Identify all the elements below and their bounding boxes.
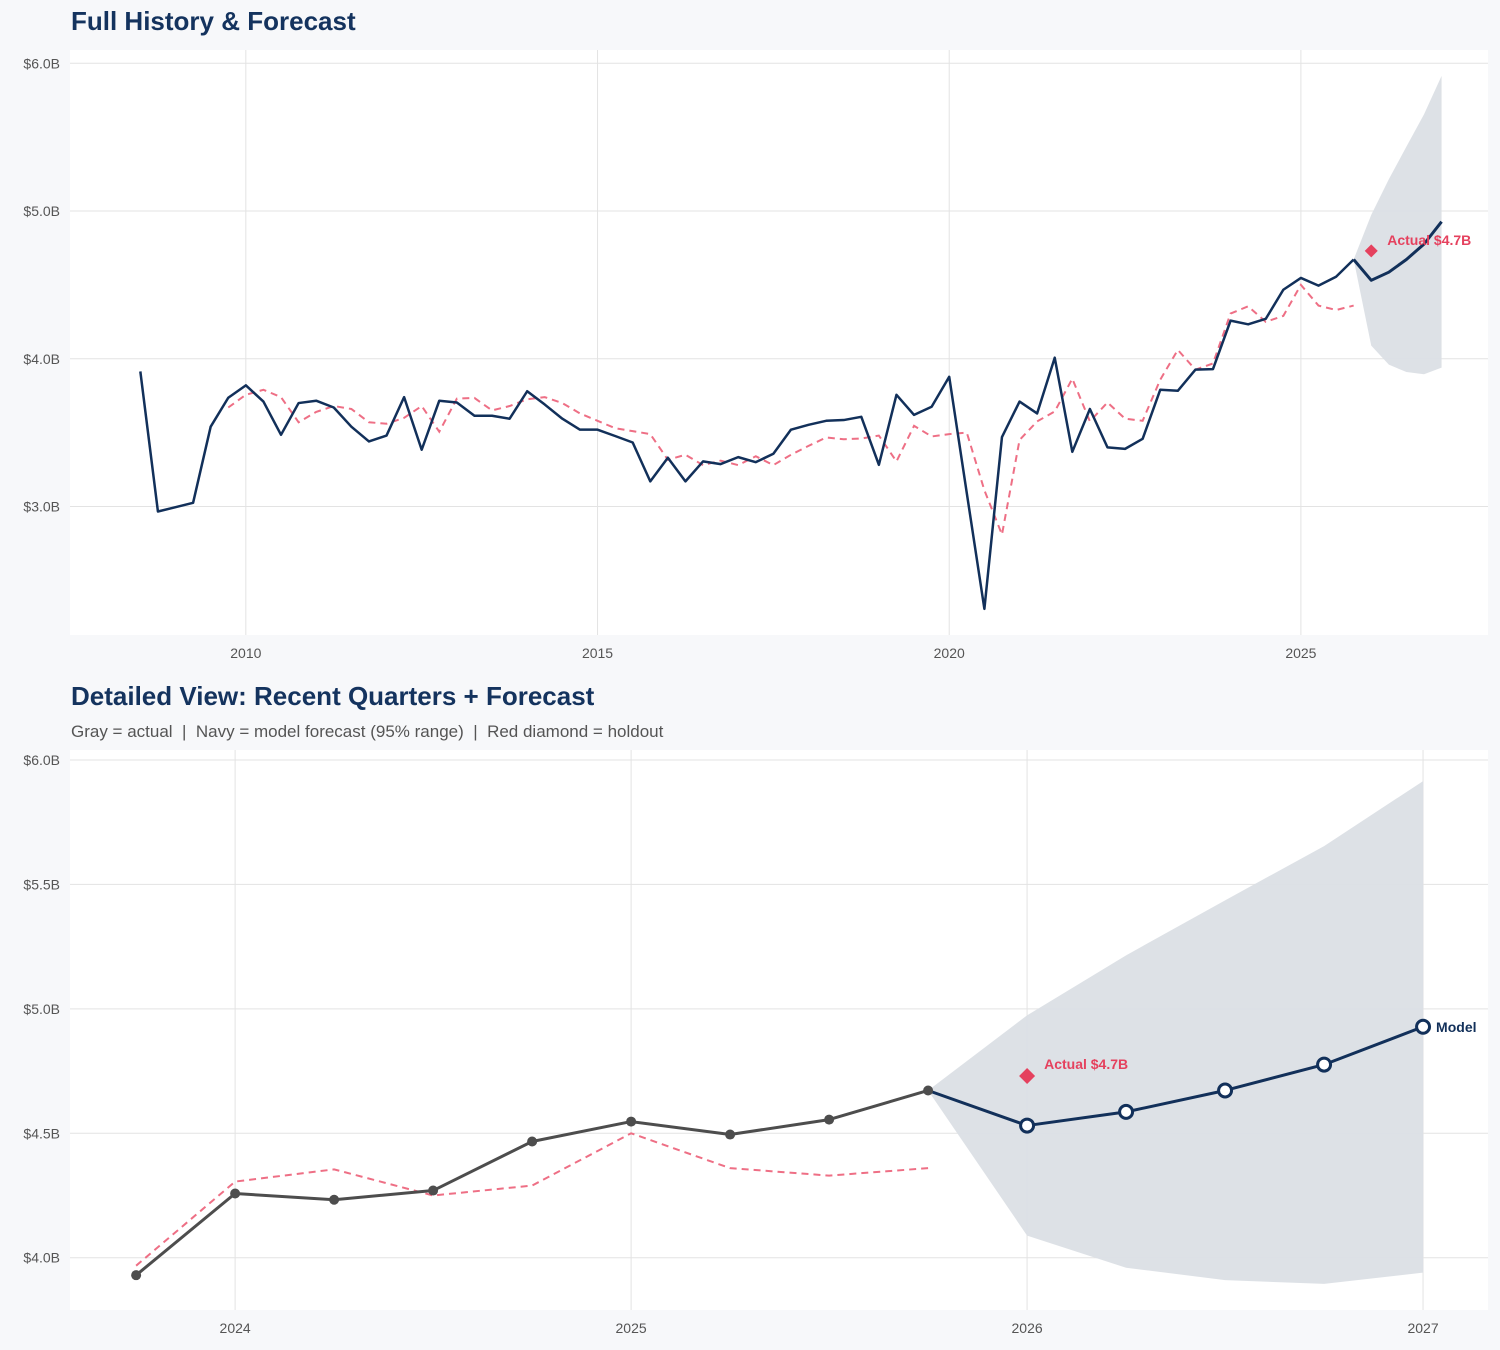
bottom-chart-title: Detailed View: Recent Quarters + Forecas… bbox=[71, 681, 595, 711]
y-tick-label: $4.5B bbox=[23, 1125, 60, 1141]
holdout-diamond bbox=[1019, 1068, 1036, 1085]
x-tick-label: 2025 bbox=[1285, 645, 1316, 661]
actual-point bbox=[923, 1085, 934, 1096]
forecast-line bbox=[927, 1025, 1424, 1128]
x-tick-label: 2027 bbox=[1407, 1320, 1438, 1336]
y-tick-label: $5.5B bbox=[23, 876, 60, 892]
holdout-label: Actual $4.7B bbox=[1387, 232, 1471, 248]
actual-point bbox=[725, 1129, 736, 1140]
forecast-line bbox=[1352, 220, 1443, 282]
forecast-point bbox=[1019, 1117, 1036, 1134]
full-history-chart: $3.0B $4.0B $5.0B $6.0B 2010 2015 2020 2025 Actu… bbox=[23, 50, 1488, 661]
x-tick-label: 2010 bbox=[230, 645, 261, 661]
forecast-point bbox=[1118, 1103, 1135, 1120]
subtitle-text: Gray = actual | Navy = model forecast (9… bbox=[71, 722, 664, 741]
actual-line bbox=[139, 258, 1355, 611]
actual-point bbox=[428, 1185, 439, 1196]
actual-point bbox=[626, 1116, 637, 1127]
forecast-point bbox=[1415, 1018, 1432, 1035]
model-label: Model bbox=[1436, 1019, 1476, 1035]
y-tick-label: $5.0B bbox=[23, 1001, 60, 1017]
x-tick-label: 2015 bbox=[582, 645, 613, 661]
bottom-chart-subtitle: Gray = actual | Navy = model forecast (9… bbox=[71, 722, 663, 742]
forecast-point bbox=[1316, 1056, 1333, 1073]
actual-point bbox=[230, 1188, 241, 1199]
x-tick-label: 2025 bbox=[616, 1320, 647, 1336]
forecast-95-range-band bbox=[1353, 75, 1442, 375]
fitted-dashed-line bbox=[135, 1132, 929, 1267]
y-tick-label: $6.0B bbox=[23, 55, 60, 71]
forecast-95-range-band bbox=[928, 781, 1424, 1284]
actual-point bbox=[131, 1270, 142, 1281]
plot-area bbox=[70, 50, 1488, 635]
y-tick-label: $3.0B bbox=[23, 498, 60, 514]
detailed-view-chart: $4.0B $4.5B $5.0B $5.5B $6.0B 2024 2025 2026 202… bbox=[23, 750, 1488, 1336]
x-tick-label: 2024 bbox=[220, 1320, 251, 1336]
actual-point bbox=[329, 1194, 340, 1205]
holdout-diamond bbox=[1364, 244, 1378, 258]
actual-point bbox=[527, 1136, 538, 1147]
actual-point bbox=[824, 1114, 835, 1125]
y-tick-label: $5.0B bbox=[23, 203, 60, 219]
top-chart-title: Full History & Forecast bbox=[71, 6, 356, 36]
x-tick-label: 2026 bbox=[1012, 1320, 1043, 1336]
x-tick-label: 2020 bbox=[934, 645, 965, 661]
forecast-point bbox=[1217, 1082, 1234, 1099]
y-tick-label: $4.0B bbox=[23, 1250, 60, 1266]
fitted-dashed-line bbox=[227, 283, 1354, 539]
holdout-label: Actual $4.7B bbox=[1044, 1056, 1128, 1072]
y-tick-label: $6.0B bbox=[23, 752, 60, 768]
y-tick-label: $4.0B bbox=[23, 351, 60, 367]
